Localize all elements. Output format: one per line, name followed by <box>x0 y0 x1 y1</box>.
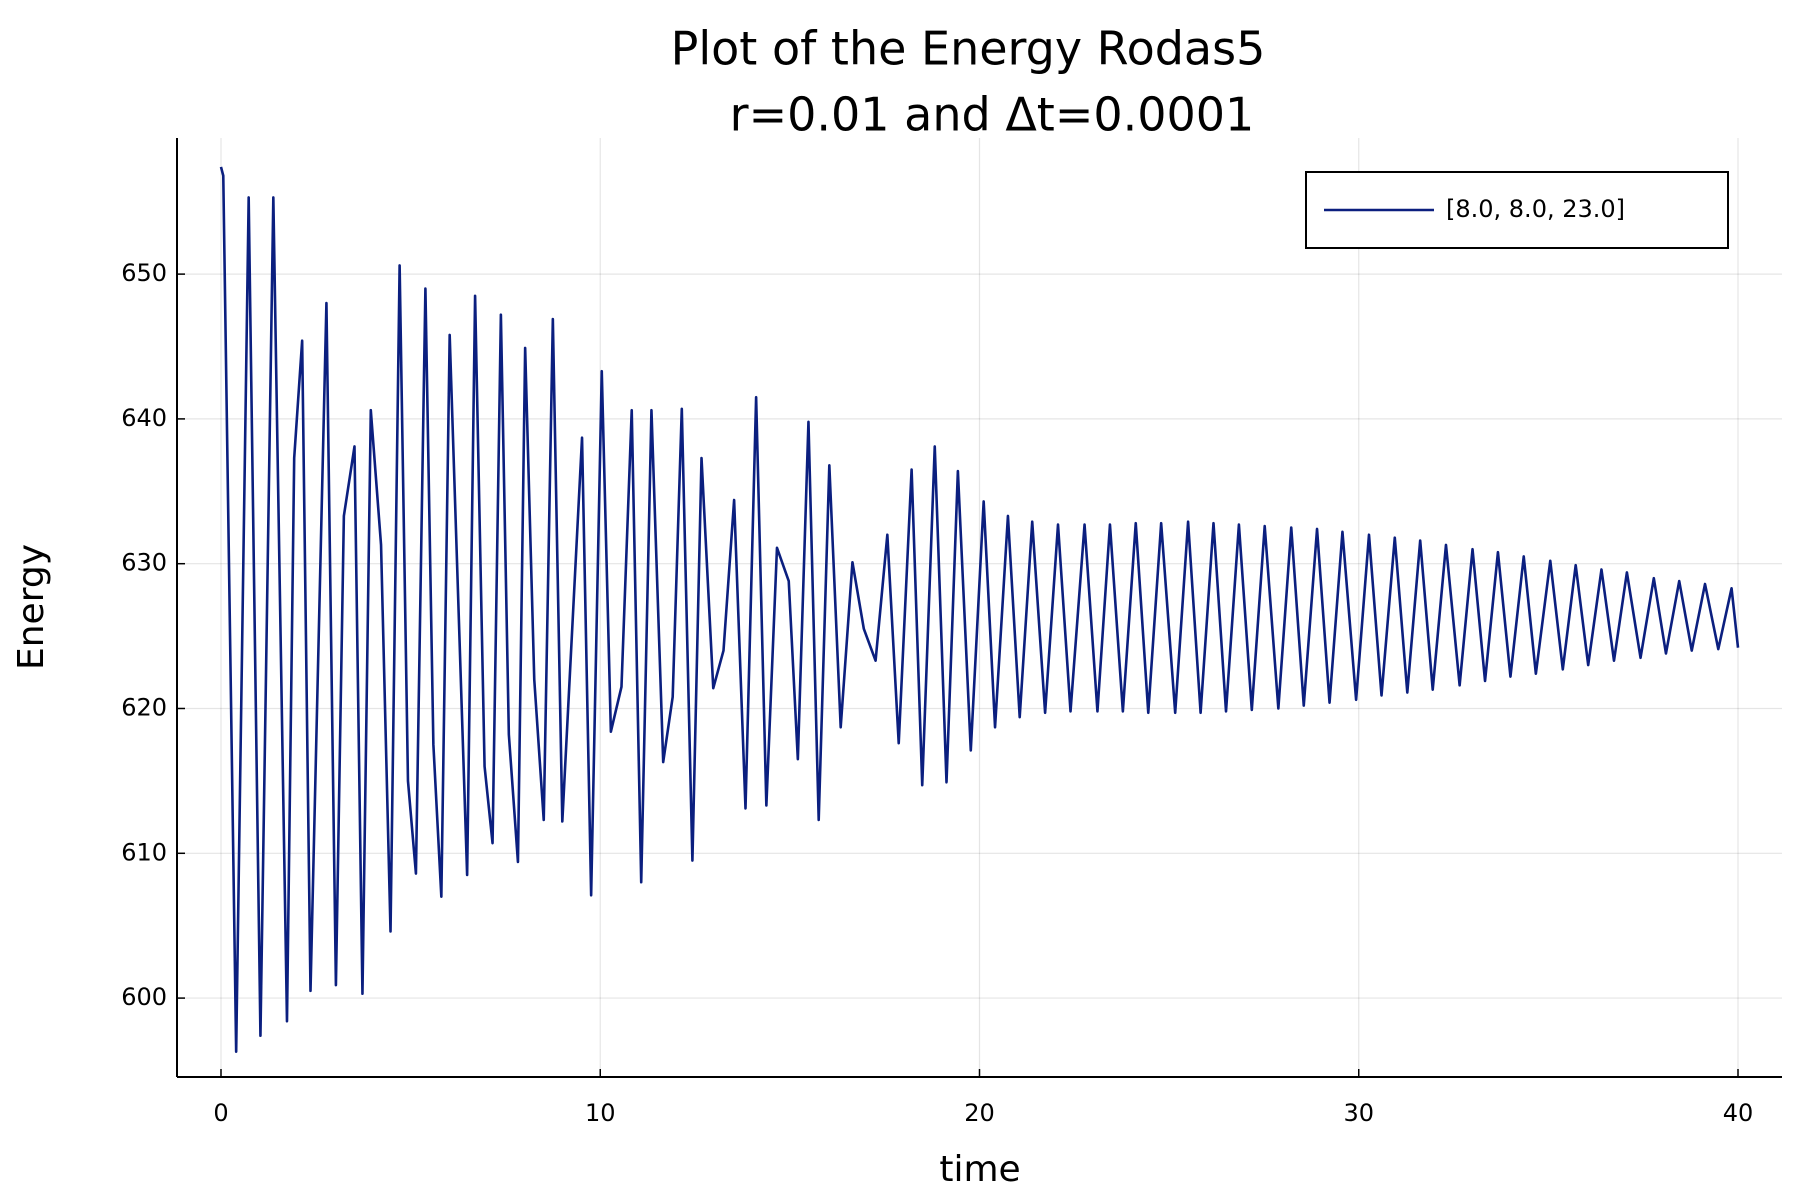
x-tick-label: 40 <box>1723 1099 1754 1127</box>
y-tick-label: 640 <box>121 404 167 432</box>
x-axis-label: time <box>939 1149 1020 1190</box>
x-tick-label: 30 <box>1343 1099 1374 1127</box>
chart-subtitle: r=0.01 and Δt=0.0001 <box>730 88 1255 142</box>
y-axis-label: Energy <box>11 544 52 670</box>
legend: [8.0, 8.0, 23.0] <box>1305 171 1729 249</box>
y-tick-label: 620 <box>121 693 167 721</box>
x-tick-label: 10 <box>585 1099 616 1127</box>
x-tick-label: 0 <box>213 1099 228 1127</box>
y-tick-label: 650 <box>121 259 167 287</box>
line <box>219 166 1740 1053</box>
y-tick-label: 600 <box>121 983 167 1011</box>
legend-label: [8.0, 8.0, 23.0] <box>1446 195 1625 223</box>
x-tick-label: 20 <box>964 1099 995 1127</box>
y-tick-label: 610 <box>121 838 167 866</box>
y-tick-label: 630 <box>121 549 167 577</box>
chart-title: Plot of the Energy Rodas5 <box>671 22 1266 76</box>
